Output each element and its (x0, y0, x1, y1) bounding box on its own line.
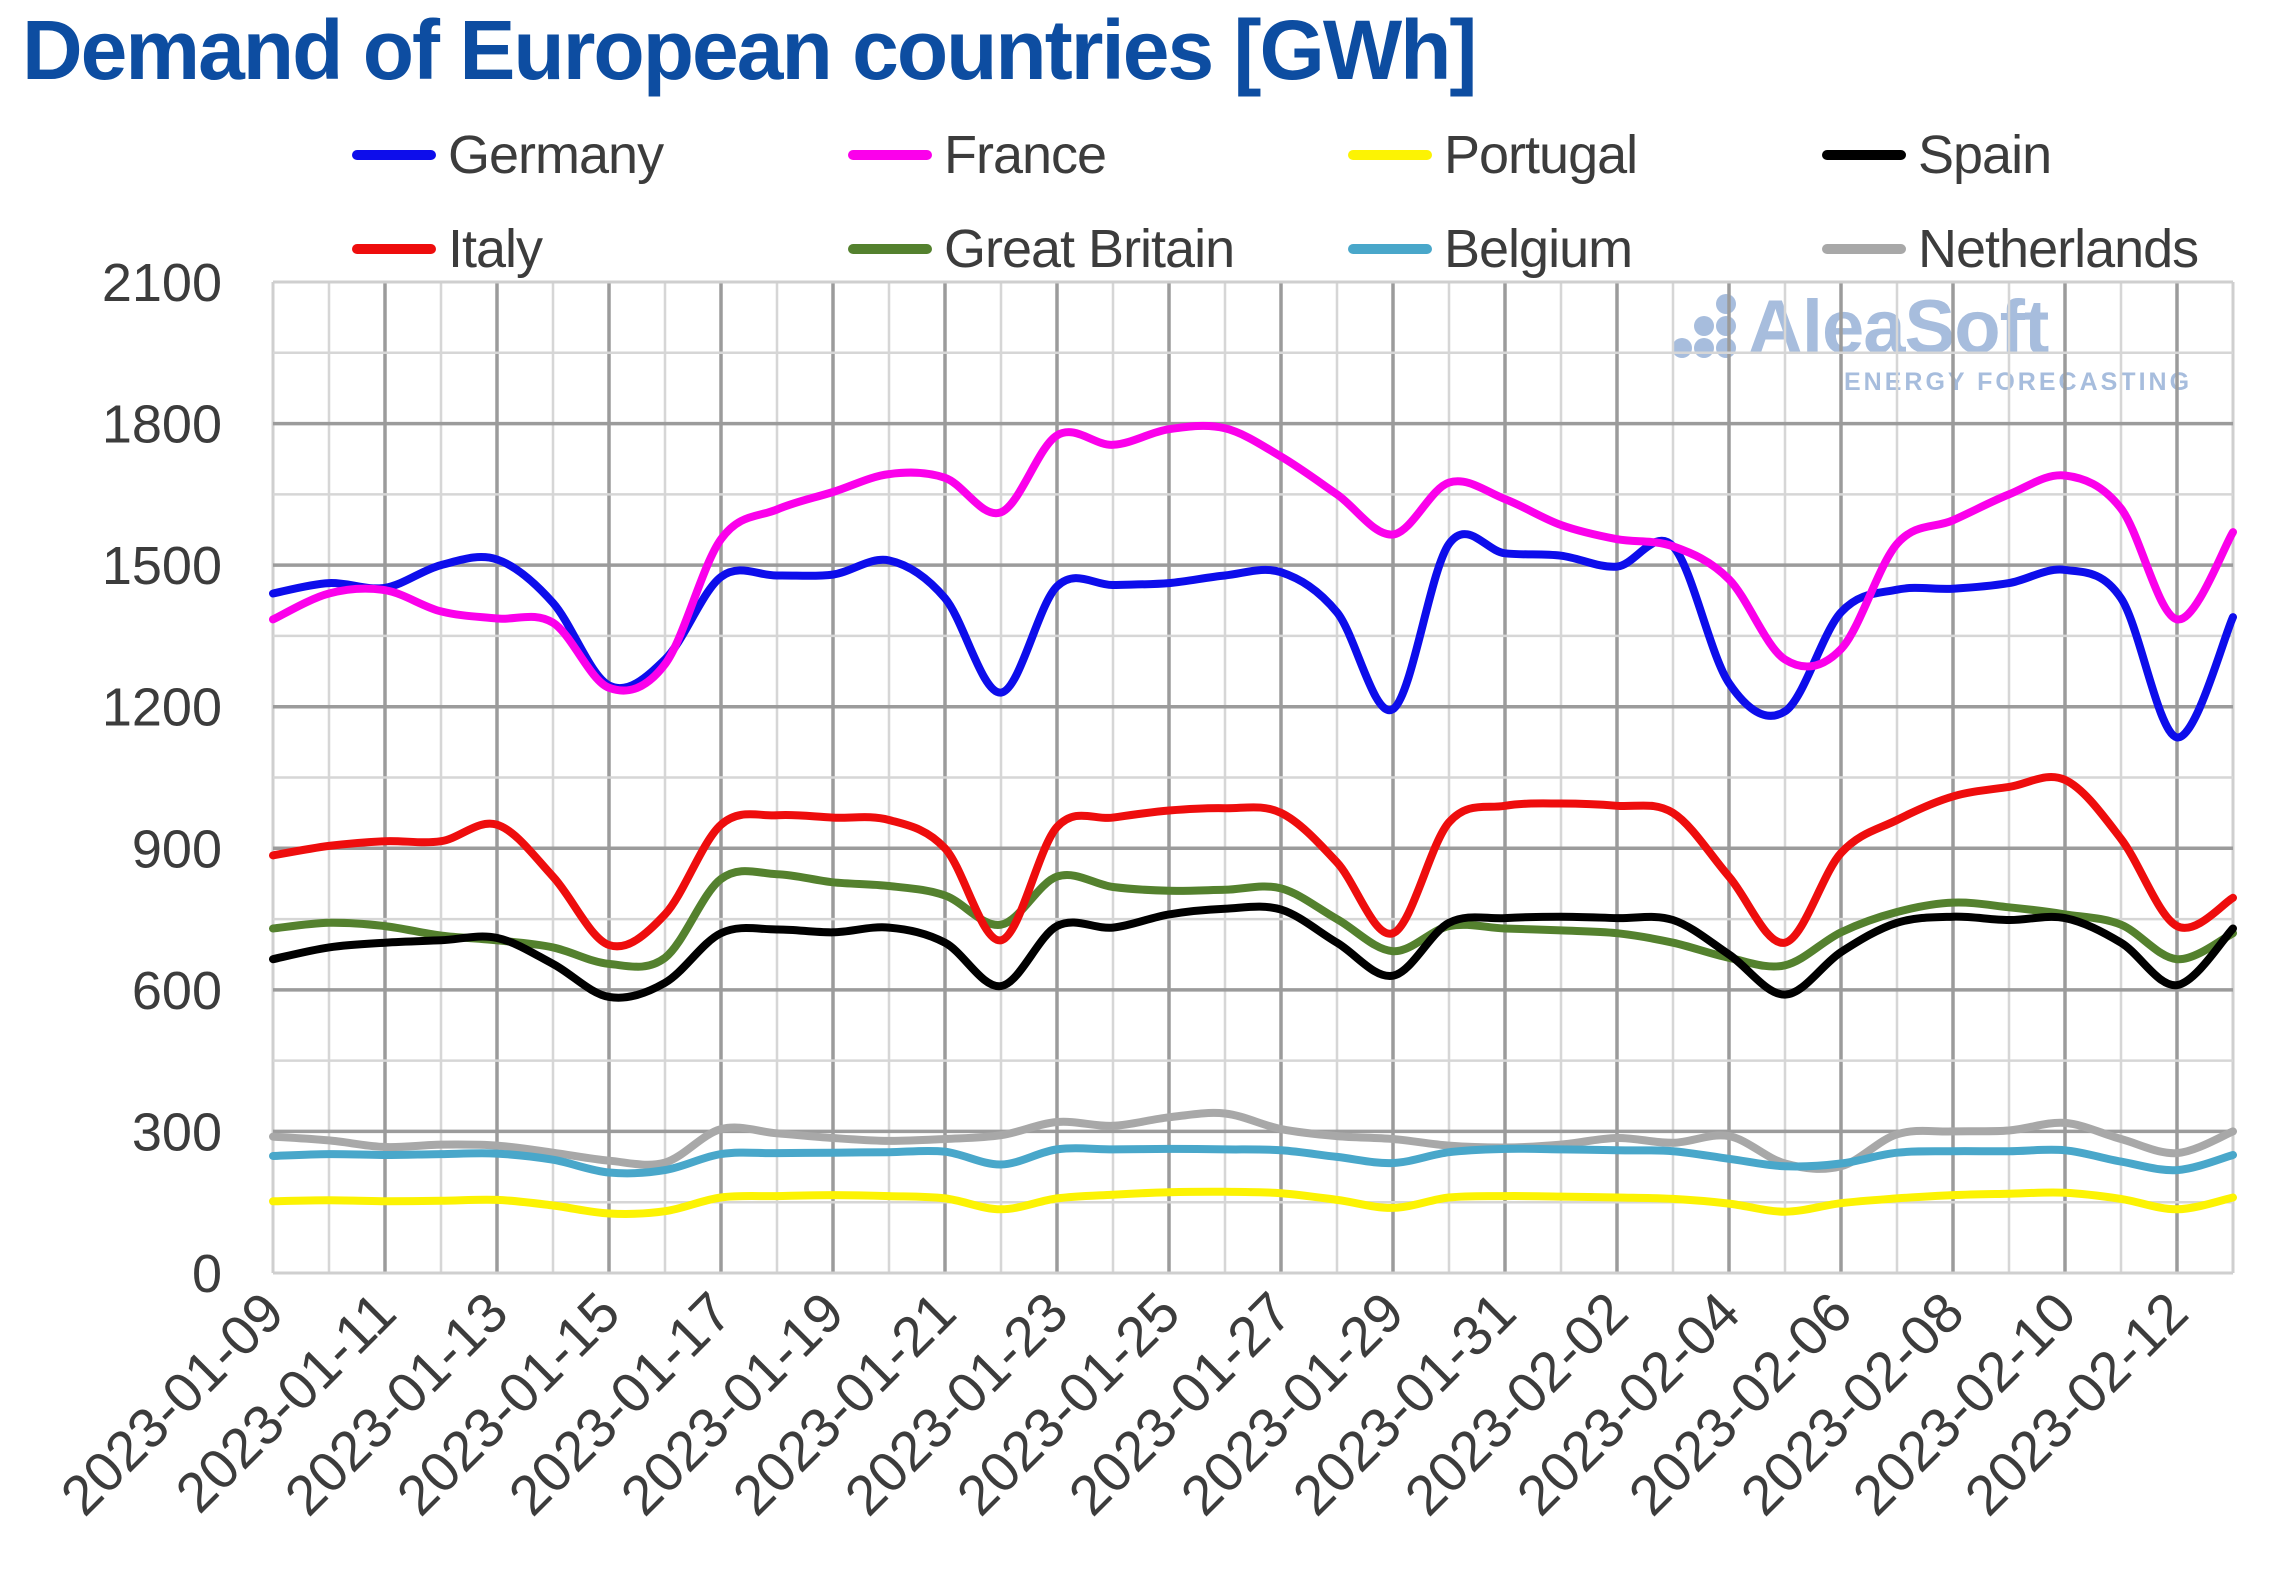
belgium-line-swatch (1348, 244, 1432, 254)
legend-label: France (944, 125, 1107, 185)
legend-item-germany: Germany (352, 125, 664, 185)
legend-item-belgium: Belgium (1348, 219, 1633, 279)
legend-label: Netherlands (1918, 219, 2199, 279)
series-line-france (269, 421, 2237, 695)
great-britain-line-swatch (848, 244, 932, 254)
legend-label: Italy (448, 219, 543, 279)
y-axis-tick-label: 1800 (102, 395, 222, 455)
legend-label: Germany (448, 125, 664, 185)
spain-line-swatch (1822, 150, 1906, 160)
legend-label: Great Britain (944, 219, 1235, 279)
legend-item-italy: Italy (352, 219, 543, 279)
series-line-netherlands (269, 1108, 2237, 1173)
legend-item-spain: Spain (1822, 125, 2052, 185)
italy-line-swatch (352, 244, 436, 254)
netherlands-line-swatch (1822, 244, 1906, 254)
legend-item-france: France (848, 125, 1107, 185)
y-axis-tick-label: 300 (132, 1102, 222, 1162)
series-line-italy (269, 772, 2237, 951)
legend-item-portugal: Portugal (1348, 125, 1638, 185)
y-axis-tick-label: 2100 (102, 253, 222, 313)
series-line-spain (269, 902, 2237, 1002)
y-axis-tick-label: 600 (132, 961, 222, 1021)
legend-label: Belgium (1444, 219, 1633, 279)
legend-label: Spain (1918, 125, 2052, 185)
series-line-belgium (269, 1144, 2237, 1178)
y-axis-tick-label: 1200 (102, 678, 222, 738)
y-axis-tick-label: 0 (192, 1244, 222, 1304)
portugal-line-swatch (1348, 150, 1432, 160)
germany-line-swatch (352, 150, 436, 160)
series-line-great-britain (269, 867, 2237, 971)
legend-label: Portugal (1444, 125, 1638, 185)
watermark-tagline: ENERGY FORECASTING (1844, 368, 2193, 396)
legend-item-netherlands: Netherlands (1822, 219, 2199, 279)
france-line-swatch (848, 150, 932, 160)
series-line-portugal (269, 1187, 2237, 1218)
y-axis-tick-label: 900 (132, 819, 222, 879)
legend-item-great-britain: Great Britain (848, 219, 1235, 279)
chart-title: Demand of European countries [GWh] (22, 3, 1477, 97)
y-axis-tick-label: 1500 (102, 536, 222, 596)
